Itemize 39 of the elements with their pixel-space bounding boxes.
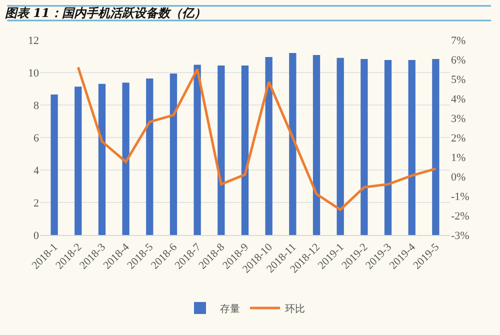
y-tick-label: 2 — [34, 197, 39, 210]
y2-tick-label: 7% — [451, 34, 466, 47]
bar — [408, 60, 416, 235]
bar — [289, 53, 296, 235]
bar — [384, 60, 392, 235]
bar — [122, 82, 130, 235]
bar — [218, 66, 225, 235]
y2-tick-label: 4% — [451, 93, 466, 106]
bar — [74, 86, 82, 235]
y2-tick-label: 1% — [451, 152, 466, 164]
line-series — [76, 66, 437, 211]
y2-tick-label: -2% — [451, 210, 470, 222]
bar — [241, 66, 249, 235]
bar — [194, 64, 201, 235]
bar — [336, 58, 344, 235]
bar — [265, 57, 272, 235]
bar — [360, 59, 368, 235]
bar — [432, 59, 440, 235]
y-tick-label: 4 — [34, 164, 40, 177]
y-tick-label: 0 — [34, 230, 40, 242]
y-tick-label: 8 — [34, 100, 40, 112]
y2-tick-label: 0% — [451, 171, 466, 184]
y-tick-label: 6 — [34, 132, 40, 144]
y2-tick-label: 2% — [451, 132, 466, 144]
bar — [312, 54, 320, 235]
legend-label: 存量 — [220, 302, 240, 315]
y2-tick-label: 6% — [451, 54, 466, 66]
y2-tick-label: 5% — [451, 74, 466, 86]
y-tick-label: 12 — [28, 34, 39, 47]
bar — [146, 78, 154, 235]
y-tick-label: 10 — [28, 67, 40, 80]
chart-title: 图表 11：国内手机活跃设备数（亿） — [5, 6, 206, 20]
bar — [170, 73, 178, 235]
bar — [98, 84, 106, 235]
bar — [50, 94, 58, 235]
y2-tick-label: -1% — [451, 190, 470, 203]
y2-tick-label: -3% — [451, 230, 470, 242]
y2-tick-label: 3% — [451, 112, 466, 125]
legend-label: 环比 — [285, 302, 305, 315]
